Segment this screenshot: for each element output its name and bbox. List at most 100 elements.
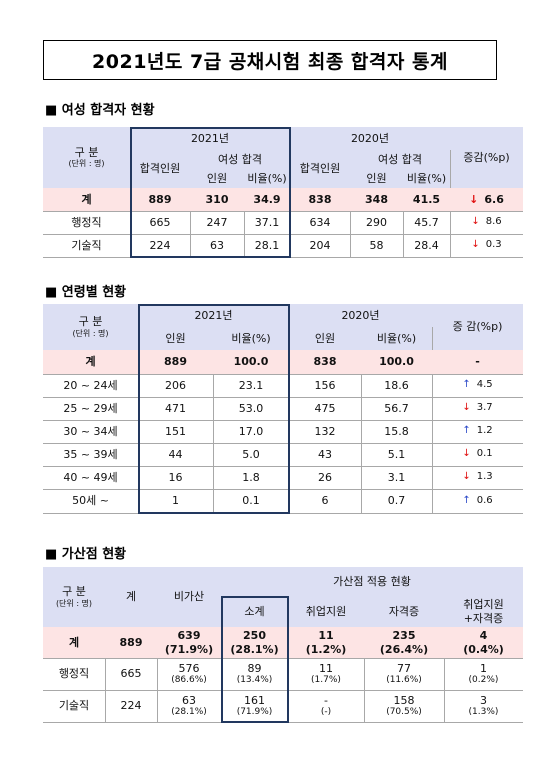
header-cell: 증감(%p) [450, 127, 523, 189]
data-cell: 23.1 [213, 374, 290, 398]
cell-text: 310 [205, 192, 229, 206]
row-label: 계 [43, 627, 106, 659]
row-label: 기술직 [43, 234, 131, 258]
header-text: (단위 : 명) [55, 598, 93, 608]
data-cell: 6 [289, 489, 362, 514]
cell-text: 50세 ~ [72, 494, 109, 508]
cell-text: 634 [309, 215, 331, 229]
cell-percent: (86.6%) [171, 675, 207, 686]
cell-text: 224 [120, 699, 142, 713]
header-cell: 여성 합격 [350, 150, 451, 171]
change-value: ↑ 1.2 [462, 425, 492, 438]
header-text: 비율(%) [231, 331, 271, 345]
cell-percent: (26.4%) [379, 642, 429, 656]
section-heading: ■ 연령별 현황 [45, 285, 127, 300]
header-cell: 인원 [350, 170, 404, 189]
header-cell: 인원 [190, 170, 245, 189]
header-cell: 비율(%) [244, 170, 291, 189]
data-cell: 639 (71.9%) [157, 627, 222, 659]
cell-text: 기술직 [58, 699, 90, 713]
cell-percent: (11.6%) [386, 675, 422, 686]
cell-text: 41.5 [412, 192, 441, 206]
cell-text: 16 [168, 470, 183, 484]
cell-text: 15.8 [384, 424, 409, 438]
header-text: 인원 [366, 172, 387, 186]
header-cell: 소계 [221, 596, 289, 628]
change-arrow: ↓ [471, 216, 480, 228]
cell-text: 53.0 [238, 401, 264, 415]
cell-text: 151 [165, 424, 186, 438]
data-cell: 3 (1.3%) [444, 690, 523, 723]
data-cell: ↓ 3.7 [432, 397, 523, 421]
cell-text: 25 ~ 29세 [63, 401, 118, 415]
header-text: 계 [125, 590, 137, 604]
data-cell: 56.7 [361, 397, 433, 421]
data-cell: 161 (71.9%) [221, 690, 289, 723]
data-cell: 634 [290, 211, 351, 235]
header-cell: 구 분 (단위 : 명) [43, 304, 139, 351]
data-cell: 151 [138, 420, 214, 444]
header-cell: 여성 합격 [190, 150, 291, 171]
data-cell: 45.7 [403, 211, 451, 235]
cell-text: 204 [309, 238, 331, 252]
data-cell: ↑ 4.5 [432, 374, 523, 398]
cell-text: 계 [81, 192, 92, 206]
data-cell: 235 (26.4%) [364, 627, 445, 659]
cell-text: 18.6 [384, 378, 409, 392]
cell-text: 43 [318, 447, 332, 461]
cell-text: 63 [210, 238, 224, 252]
row-label: 계 [43, 350, 139, 375]
data-cell: 204 [290, 234, 351, 258]
data-cell: 41.5 [403, 188, 451, 212]
change-number: 0.1 [476, 448, 493, 460]
header-text: (단위 : 명) [72, 328, 109, 338]
cell-text: 34.9 [253, 192, 281, 206]
cell-text: 56.7 [384, 401, 409, 415]
cell-text: 35 ~ 39세 [63, 447, 118, 461]
data-cell: ↑ 0.6 [432, 489, 523, 514]
header-text: 증감(%p) [463, 150, 510, 164]
cell-text: 3.1 [387, 470, 406, 484]
cell-text: 838 [308, 192, 332, 206]
cell-text: 475 [314, 401, 336, 415]
cell-text: 23.1 [238, 378, 264, 392]
header-cell: 2021년 [130, 127, 291, 151]
data-cell: 290 [350, 211, 404, 235]
cell-percent: (0.2%) [468, 675, 499, 686]
data-cell: 250 (28.1%) [221, 627, 289, 659]
cell-value: 4 [479, 628, 488, 642]
header-text: 구 분 [74, 145, 99, 159]
change-number: 6.6 [484, 192, 504, 206]
data-cell: 889 [130, 188, 191, 212]
header-text: 여성 합격 [378, 153, 422, 167]
cell-value: 77 [397, 661, 411, 675]
cell-text: 132 [314, 424, 336, 438]
change-arrow: ↓ [469, 192, 479, 206]
change-arrow: ↑ [462, 379, 471, 391]
header-text: 여성 합격 [218, 153, 262, 167]
document-title: 2021년도 7급 공채시험 최종 합격자 통계 [43, 40, 497, 80]
cell-text: 44 [168, 447, 183, 461]
header-text: 증 감(%p) [452, 320, 503, 334]
data-cell: ↓ 6.6 [450, 188, 523, 212]
data-cell: 58 [350, 234, 404, 258]
change-number: 0.3 [485, 239, 502, 251]
data-cell: 475 [289, 397, 362, 421]
cell-value: 11 [319, 661, 333, 675]
data-cell: 5.0 [213, 443, 290, 467]
data-cell: 34.9 [244, 188, 291, 212]
cell-text: 100.0 [379, 355, 414, 369]
section-heading: ■ 여성 합격자 현황 [45, 103, 155, 118]
header-cell: 가산점 적용 현황 [221, 567, 523, 597]
cell-value: 89 [247, 661, 262, 675]
header-text: 구 분 [62, 585, 86, 599]
cell-text: 838 [313, 355, 337, 369]
cell-percent: (1.7%) [311, 675, 341, 686]
header-cell: 증 감(%p) [432, 304, 523, 351]
cell-text: 28.4 [414, 238, 439, 252]
header-text: 합격인원 [299, 162, 341, 176]
data-cell: 16 [138, 466, 214, 490]
header-text: 취업지원 [305, 604, 347, 618]
row-label: 50세 ~ [43, 489, 139, 514]
row-label: 기술직 [43, 690, 106, 723]
